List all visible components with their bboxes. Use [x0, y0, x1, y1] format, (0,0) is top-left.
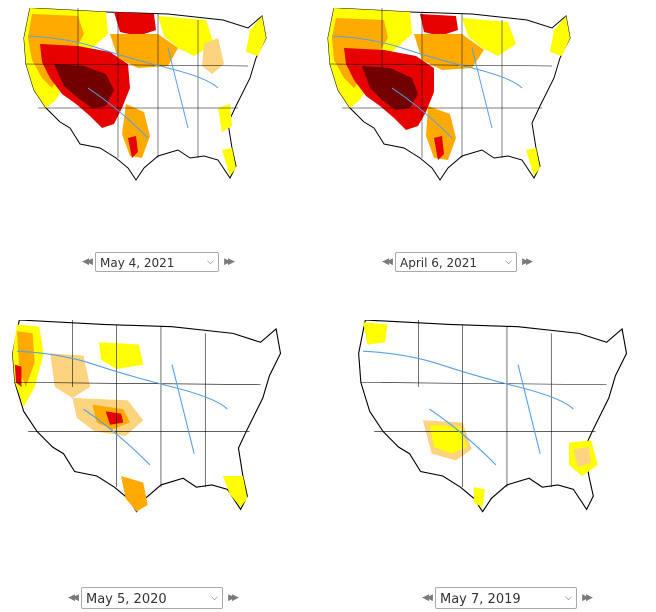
- map-svg: [12, 320, 282, 513]
- date-select-2[interactable]: April 6, 2021 ⌵: [395, 252, 517, 272]
- date-control-2: ◀◀ April 6, 2021 ⌵ ▶▶: [380, 252, 533, 272]
- double-right-arrow-icon[interactable]: ▶▶: [522, 257, 533, 267]
- chevron-down-icon: ⌵: [505, 257, 512, 267]
- map-svg: [358, 320, 628, 513]
- map-svg: [23, 8, 267, 181]
- chevron-down-icon: ⌵: [211, 593, 218, 603]
- double-right-arrow-icon[interactable]: ▶▶: [228, 593, 239, 603]
- date-control-3: ◀◀ May 5, 2020 ⌵ ▶▶: [66, 587, 239, 609]
- double-left-arrow-icon[interactable]: ◀◀: [68, 593, 79, 603]
- chevron-down-icon: ⌵: [565, 593, 572, 603]
- date-control-4: ◀◀ May 7, 2019 ⌵ ▶▶: [420, 587, 593, 609]
- double-right-arrow-icon[interactable]: ▶▶: [582, 593, 593, 603]
- date-select-value: May 5, 2020: [86, 591, 167, 607]
- double-left-arrow-icon[interactable]: ◀◀: [422, 593, 433, 603]
- us-drought-map-1: [18, 8, 280, 183]
- date-select-value: April 6, 2021: [400, 256, 478, 270]
- double-left-arrow-icon[interactable]: ◀◀: [382, 257, 393, 267]
- us-drought-map-2: [322, 8, 584, 183]
- date-select-value: May 7, 2019: [440, 591, 521, 607]
- us-drought-map-3: [6, 320, 296, 515]
- date-control-1: ◀◀ May 4, 2021 ⌵ ▶▶: [80, 252, 235, 272]
- double-left-arrow-icon[interactable]: ◀◀: [82, 257, 93, 267]
- date-select-3[interactable]: May 5, 2020 ⌵: [81, 587, 223, 609]
- double-right-arrow-icon[interactable]: ▶▶: [224, 257, 235, 267]
- date-select-value: May 4, 2021: [100, 256, 175, 270]
- us-drought-map-4: [352, 320, 642, 515]
- date-select-4[interactable]: May 7, 2019 ⌵: [435, 587, 577, 609]
- chevron-down-icon: ⌵: [207, 257, 214, 267]
- date-select-1[interactable]: May 4, 2021 ⌵: [95, 252, 219, 272]
- map-svg: [327, 8, 571, 181]
